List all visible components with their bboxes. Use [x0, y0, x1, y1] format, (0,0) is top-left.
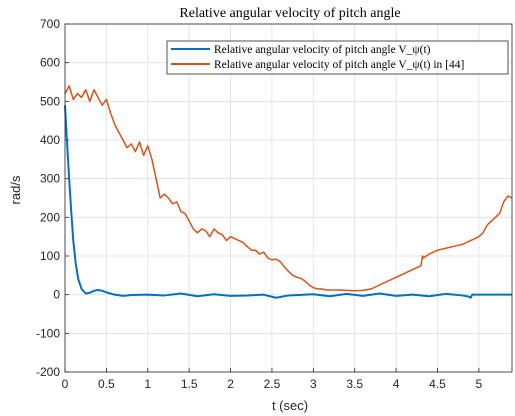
x-tick-label: 1	[144, 377, 151, 391]
legend-box	[166, 40, 509, 75]
plot-area	[65, 24, 512, 372]
series-layer	[64, 85, 513, 299]
x-tick-label: 2.5	[264, 377, 281, 391]
legend: Relative angular velocity of pitch angle…	[166, 40, 509, 75]
y-axis-label: rad/s	[8, 175, 23, 204]
y-tick-label: 500	[40, 94, 60, 108]
x-tick-label: 1.5	[181, 377, 198, 391]
y-tick-label: 400	[40, 133, 60, 147]
x-tick-label: 0	[62, 377, 69, 391]
y-tick-label: 0	[53, 288, 60, 302]
y-tick-label: 100	[40, 249, 60, 263]
y-axis-ticks: -200 -100 0 100 200 300 400 500 600 700	[36, 17, 69, 379]
y-tick-label: 200	[40, 210, 60, 224]
series-line-1	[64, 105, 512, 299]
legend-label-series-2: Relative angular velocity of pitch angle…	[214, 59, 464, 71]
x-tick-label: 3.5	[346, 377, 363, 391]
x-axis-label: t (sec)	[272, 398, 308, 413]
x-tick-label: 4.5	[429, 377, 446, 391]
x-tick-label: 5	[476, 377, 483, 391]
x-tick-label: 3	[310, 377, 317, 391]
y-tick-label: -200	[36, 365, 60, 379]
series-line-2	[64, 85, 513, 292]
x-axis-ticks: 0 0.5 1 1.5 2 2.5 3 3.5 4 4.5 5	[62, 368, 483, 391]
legend-label-series-1: Relative angular velocity of pitch angle…	[214, 44, 431, 56]
plot-frame	[64, 23, 513, 373]
y-tick-label: 700	[40, 17, 60, 31]
chart-title: Relative angular velocity of pitch angle	[179, 6, 400, 21]
y-tick-label: 300	[40, 172, 60, 186]
x-tick-label: 4	[393, 377, 400, 391]
y-tick-label: 600	[40, 56, 60, 70]
x-tick-label: 2	[227, 377, 234, 391]
y-tick-label: -100	[36, 326, 60, 340]
x-tick-label: 0.5	[98, 377, 115, 391]
